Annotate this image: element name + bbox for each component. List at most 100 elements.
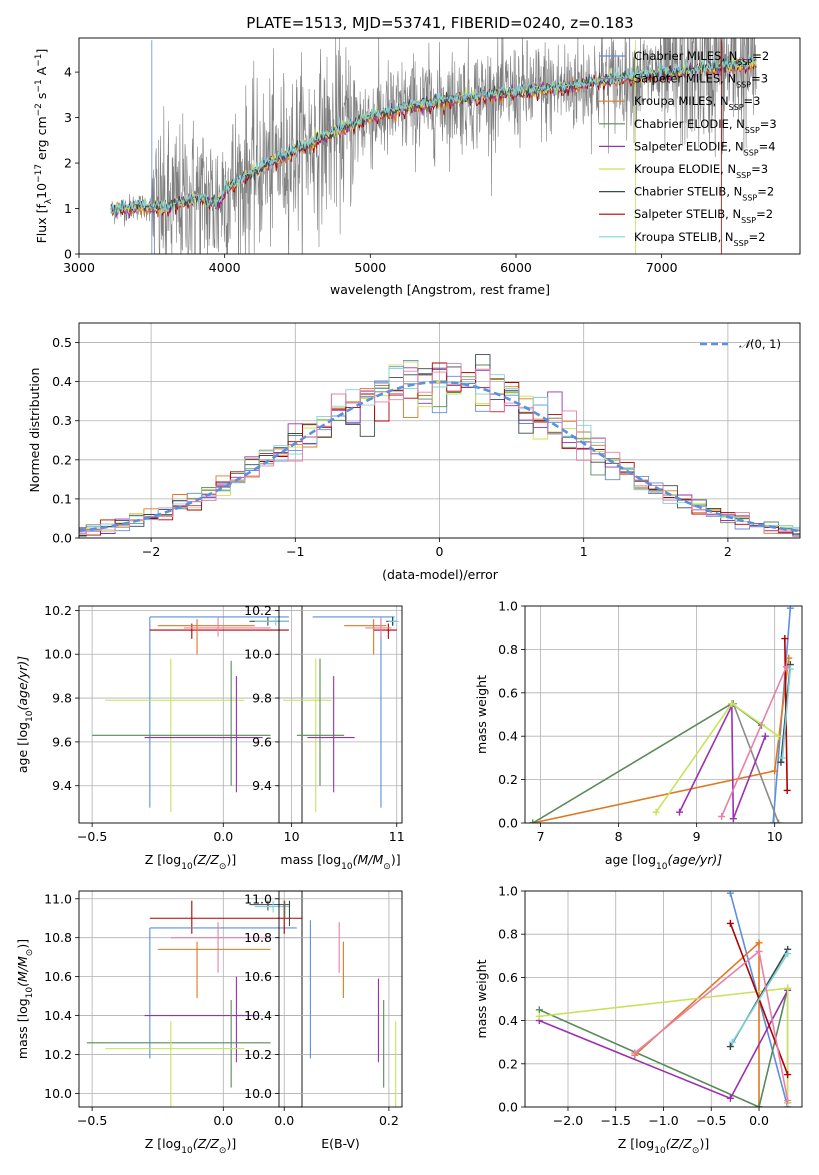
x-tick-label: −2 [142,544,160,559]
y-tick-label: 10.2 [44,1047,72,1062]
x-axis-label: Z [log10(Z/Z⊙)] [618,1136,709,1156]
axes-residuals: −2 −1 0 1 2 0.0 0.1 0.2 0.3 0.4 0.5 𝒩(0, 1) (data-mo… [27,322,801,582]
y-tick-label: 0.3 [52,413,72,428]
y-tick-label: 0.1 [52,491,72,506]
x-tick-label: −2.0 [553,1113,583,1128]
x-tick-label: 0.0 [213,829,233,844]
x-tick-label: 2 [724,544,732,559]
weight-marker [781,635,789,643]
weight-marker [755,1103,763,1107]
weight-marker [761,732,769,740]
x-tick-label: 4000 [209,260,241,275]
legend-label: Chabrier ELODIE, NSSP=3 [634,117,777,135]
weight-marker [786,606,794,612]
y-tick-label: 9.4 [252,778,272,793]
weight-marker [778,754,786,762]
x-tick-label: −1.5 [601,1113,631,1128]
axes-frame [78,890,303,1108]
weight-marker [535,1012,543,1020]
x-tick-label: −0.5 [696,1113,726,1128]
figure-title: PLATE=1513, MJD=53741, FIBERID=0240, z=0… [246,14,633,32]
x-tick-label: 1 [580,544,588,559]
y-axis-label: mass [log10(M/M⊙)] [15,939,35,1059]
x-tick-label: 7000 [646,260,678,275]
weight-marker [729,815,737,823]
weight-marker [726,891,734,897]
y-axis-label: mass weight [474,959,489,1038]
x-axis-label: age [log10(age/yr)] [605,852,722,872]
y-tick-label: 9.8 [52,691,72,706]
x-tick-label: 0.0 [213,1113,233,1128]
y-tick-label: 10.2 [244,603,272,618]
y-tick-label: 0.0 [498,1100,518,1115]
y-axis-label: mass weight [474,675,489,754]
weight-line-pink [720,666,788,817]
x-tick-label: −1 [286,544,304,559]
legend-label: Salpeter STELIB, NSSP=2 [634,207,773,225]
y-axis-label: Normed distribution [27,368,42,493]
x-tick-label: 9 [693,829,701,844]
weight-marker [775,819,783,823]
x-axis-label: Z [log10(Z/Z⊙)] [145,852,236,872]
plot-area-residuals [79,354,800,537]
weight-marker [652,808,660,816]
weight-marker [755,939,763,947]
y-axis-label: Flux [fλ10−17 erg cm−2 s−1 A−1] [34,49,54,244]
y-tick-label: 11.0 [244,891,272,906]
axes-weight_vs_Z: −2.0 −1.5 −1.0 −0.5 0.0 0.0 0.2 0.4 0.6 0.8 1.0 Z [… [474,884,803,1156]
y-tick-label: 0.2 [52,452,72,467]
weight-marker [728,1038,736,1046]
x-tick-label: 0.2 [379,1113,399,1128]
axes-age_vs_mass: 10 11 9.4 9.6 9.8 10.0 10.2 mass [log10(M/M⊙)] [244,603,405,872]
axes-spectrum: 3000 4000 5000 6000 7000 0 1 2 3 4 wavelength [Ang… [34,37,801,297]
y-tick-label: 0.6 [498,970,518,985]
axes-weight_vs_age: 7 8 9 10 0.0 0.2 0.4 0.6 0.8 1.0 age [log10(age/yr… [474,599,803,872]
y-tick-label: 10.6 [44,969,72,984]
axes-frame [78,37,801,255]
weight-marker [784,984,792,992]
legend-label: 𝒩(0, 1) [739,337,781,351]
plot-area-weight_vs_Z [535,891,792,1107]
weight-marker [755,947,763,955]
y-tick-label: 10.0 [44,1086,72,1101]
y-tick-label: 0.5 [52,335,72,350]
plot-area-age_vs_mass [283,616,399,813]
y-tick-label: 10.0 [244,647,272,662]
weight-marker [631,1049,639,1057]
x-axis-label: wavelength [Angstrom, rest frame] [330,282,550,297]
x-tick-label: 0.0 [274,1113,294,1128]
legend-label: Kroupa ELODIE, NSSP=3 [634,162,768,180]
y-tick-label: 9.4 [52,778,72,793]
x-tick-label: 10 [284,829,300,844]
axes-frame [78,322,801,539]
weight-marker [726,919,734,927]
y-tick-label: 0.4 [498,1013,518,1028]
axes-frame [278,605,403,824]
weight-marker [785,654,793,662]
y-tick-label: 10.8 [44,930,72,945]
y-tick-label: 10.0 [44,647,72,662]
axes-frame [524,605,803,824]
y-tick-label: 2 [64,156,72,171]
weight-marker [784,950,792,958]
weight-marker [529,819,537,823]
y-tick-label: 10.0 [244,1086,272,1101]
x-tick-label: 5000 [354,260,386,275]
y-tick-label: 0.4 [498,729,518,744]
plot-area-mass_vs_ebv [283,900,397,1107]
x-tick-label: −1.0 [648,1113,678,1128]
y-tick-label: 0.6 [498,685,518,700]
axes-mass_vs_ebv: 0.0 0.2 10.0 10.2 10.4 10.6 10.8 11.0 E(B-V) [244,890,403,1151]
x-axis-label: Z [log10(Z/Z⊙)] [145,1136,236,1156]
x-axis-label: (data-model)/error [382,567,499,582]
y-tick-label: 0.0 [52,531,72,546]
plots-layer: 3000 4000 5000 6000 7000 0 1 2 3 4 wavelength [Ang… [15,37,803,1156]
legend-label: Salpeter ELODIE, NSSP=4 [634,139,776,157]
y-tick-label: 1.0 [498,884,518,899]
normal-curve [79,380,800,533]
weight-marker [718,812,726,820]
x-axis-label: E(B-V) [321,1136,360,1151]
y-tick-label: 9.8 [252,691,272,706]
y-tick-label: 3 [64,110,72,125]
x-axis-label: mass [log10(M/M⊙)] [280,852,400,872]
